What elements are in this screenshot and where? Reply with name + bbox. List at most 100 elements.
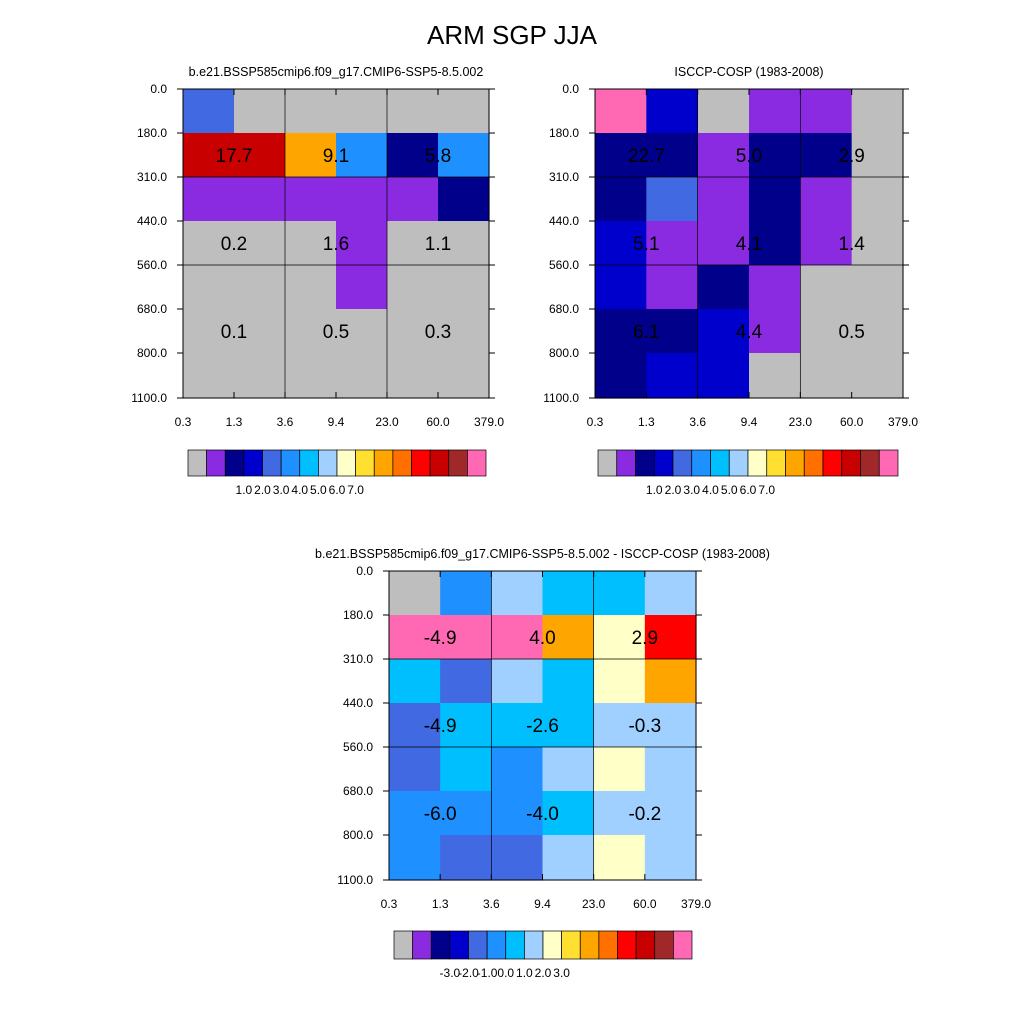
heatmap-cell — [438, 89, 490, 134]
heatmap-cell — [593, 747, 646, 792]
x-tick-label: 23.0 — [582, 897, 606, 911]
colorbar-swatch — [803, 449, 824, 477]
heatmap-cell — [542, 791, 595, 836]
heatmap-cell — [595, 133, 647, 178]
heatmap-cell — [336, 133, 388, 178]
heatmap-cell — [595, 309, 647, 354]
x-tick-label: 60.0 — [840, 415, 864, 429]
block-value-label: 2.9 — [632, 628, 658, 649]
heatmap-cell — [851, 221, 904, 266]
colorbar-label: 5.0 — [721, 483, 738, 497]
colorbar-swatch — [672, 449, 693, 477]
heatmap-cell — [389, 571, 441, 616]
y-tick-label: 440.0 — [137, 214, 167, 228]
colorbar-swatch — [598, 930, 618, 960]
heatmap-cell — [646, 177, 699, 222]
heatmap-cell — [285, 89, 337, 134]
colorbar-swatch — [673, 930, 693, 960]
colorbar-swatch — [710, 449, 730, 477]
heatmap-cell — [234, 133, 286, 178]
y-tick-label: 310.0 — [137, 170, 167, 184]
heatmap-cell — [851, 309, 904, 354]
colorbar-swatch — [448, 449, 468, 477]
heatmap-cell — [234, 309, 286, 354]
heatmap-cell — [387, 353, 439, 399]
colorbar-swatch — [561, 930, 581, 960]
heatmap-cell — [644, 703, 697, 748]
colorbar-label: 2.0 — [535, 966, 552, 980]
colorbar-swatch — [653, 449, 674, 477]
colorbar-label: 4.0 — [291, 483, 308, 497]
colorbar-swatch — [243, 449, 263, 477]
heatmap-cell — [389, 747, 441, 792]
x-tick-label: 1.3 — [638, 415, 655, 429]
heatmap-cell — [595, 89, 647, 134]
heatmap-cell — [438, 221, 490, 266]
y-tick-label: 800.0 — [549, 346, 579, 360]
block-value-label: 6.1 — [633, 322, 659, 343]
heatmap-cell — [749, 177, 801, 222]
block-value-label: 0.5 — [323, 322, 349, 343]
colorbar-swatch — [187, 449, 207, 477]
colorbar-swatch — [336, 449, 356, 477]
colorbar-swatch — [373, 449, 394, 477]
heatmap-cell — [438, 133, 490, 178]
x-tick-label: 0.3 — [381, 897, 398, 911]
heatmap-cell — [183, 353, 235, 399]
figure-title: ARM SGP JJA — [426, 20, 597, 50]
heatmap-cell — [800, 221, 853, 266]
colorbar-swatch — [224, 449, 245, 477]
heatmap-cell — [389, 791, 441, 836]
colorbar-swatch — [392, 449, 412, 477]
colorbar-swatch — [430, 930, 451, 960]
heatmap-cell — [491, 791, 544, 836]
heatmap-cell — [800, 353, 853, 399]
panel-title: b.e21.BSSP585cmip6.f09_g17.CMIP6-SSP5-8.… — [315, 547, 770, 561]
y-tick-label: 180.0 — [343, 608, 373, 622]
colorbar-swatch — [505, 930, 525, 960]
y-tick-label: 0.0 — [562, 82, 579, 96]
block-value-label: 0.3 — [425, 322, 451, 343]
heatmap-cell — [697, 353, 750, 399]
heatmap-cell — [646, 89, 699, 134]
heatmap-cell — [183, 89, 235, 134]
heatmap-cell — [697, 177, 750, 222]
heatmap-cell — [491, 659, 544, 704]
panel-title: b.e21.BSSP585cmip6.f09_g17.CMIP6-SSP5-8.… — [189, 65, 484, 79]
colorbar-swatch — [524, 930, 544, 960]
block-value-label: 0.5 — [838, 322, 864, 343]
heatmap-cell — [749, 89, 801, 134]
y-tick-label: 680.0 — [549, 302, 579, 316]
colorbar-swatch — [206, 449, 226, 477]
heatmap-cell — [491, 615, 544, 660]
heatmap-cell — [644, 571, 697, 616]
colorbar-swatch — [691, 449, 711, 477]
heatmap-cell — [183, 309, 235, 354]
colorbar-swatch — [449, 930, 469, 960]
colorbar-swatch — [635, 449, 655, 477]
x-tick-label: 60.0 — [426, 415, 450, 429]
block-value-label: -4.0 — [526, 804, 559, 825]
heatmap-cell — [491, 571, 544, 616]
heatmap-cell — [389, 835, 441, 881]
heatmap-cell — [593, 835, 646, 881]
y-tick-label: 1100.0 — [337, 873, 373, 887]
colorbar-label: 2.0 — [254, 483, 271, 497]
block-value-label: -0.3 — [628, 716, 661, 737]
y-tick-label: 800.0 — [343, 828, 373, 842]
heatmap-cell — [800, 265, 853, 310]
x-tick-label: 23.0 — [375, 415, 399, 429]
colorbar-label: 0.0 — [497, 966, 514, 980]
x-tick-label: 1.3 — [226, 415, 243, 429]
heatmap-cell — [851, 89, 904, 134]
colorbar-swatch — [597, 449, 618, 477]
heatmap-cell — [389, 615, 441, 660]
colorbar-swatch — [579, 930, 600, 960]
colorbar-swatch — [841, 449, 861, 477]
heatmap-cell — [646, 353, 699, 399]
heatmap-cell — [438, 353, 490, 399]
heatmap-cell — [336, 89, 388, 134]
heatmap-cell — [851, 265, 904, 310]
block-value-label: 17.7 — [216, 146, 253, 167]
colorbar-swatch — [429, 449, 450, 477]
